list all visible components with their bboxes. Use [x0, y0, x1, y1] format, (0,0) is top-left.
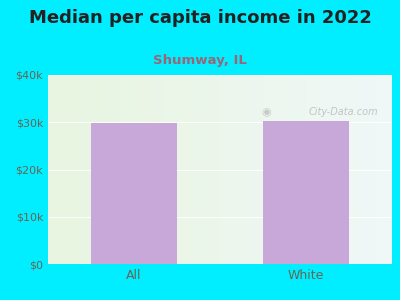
Text: ◉: ◉: [261, 107, 271, 117]
Text: Shumway, IL: Shumway, IL: [153, 54, 247, 67]
Text: Median per capita income in 2022: Median per capita income in 2022: [28, 9, 372, 27]
Bar: [91, 123, 177, 264]
Text: City-Data.com: City-Data.com: [309, 107, 378, 117]
Bar: [263, 121, 349, 264]
